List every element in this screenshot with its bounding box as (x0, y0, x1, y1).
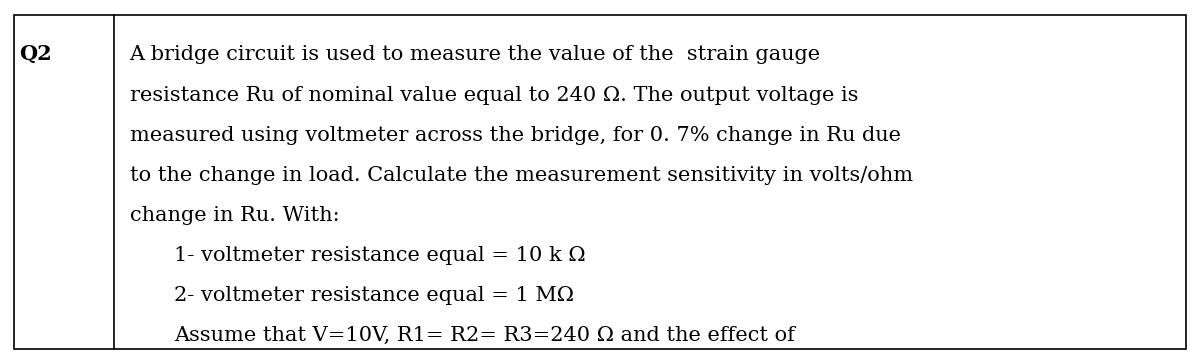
Text: Assume that V=10V, R1= R2= R3=240 Ω and the effect of: Assume that V=10V, R1= R2= R3=240 Ω and … (174, 326, 794, 345)
Text: resistance Ru of nominal value equal to 240 Ω. The output voltage is: resistance Ru of nominal value equal to … (130, 86, 858, 104)
Text: to the change in load. Calculate the measurement sensitivity in volts/ohm: to the change in load. Calculate the mea… (130, 166, 913, 185)
Text: measured using voltmeter across the bridge, for 0. 7% change in Ru due: measured using voltmeter across the brid… (130, 126, 900, 145)
Text: Q2: Q2 (19, 44, 52, 64)
Text: 1- voltmeter resistance equal = 10 k Ω: 1- voltmeter resistance equal = 10 k Ω (174, 246, 586, 265)
Text: A bridge circuit is used to measure the value of the  strain gauge: A bridge circuit is used to measure the … (130, 46, 821, 64)
Text: 2- voltmeter resistance equal = 1 MΩ: 2- voltmeter resistance equal = 1 MΩ (174, 286, 574, 305)
Text: change in Ru. With:: change in Ru. With: (130, 206, 340, 225)
